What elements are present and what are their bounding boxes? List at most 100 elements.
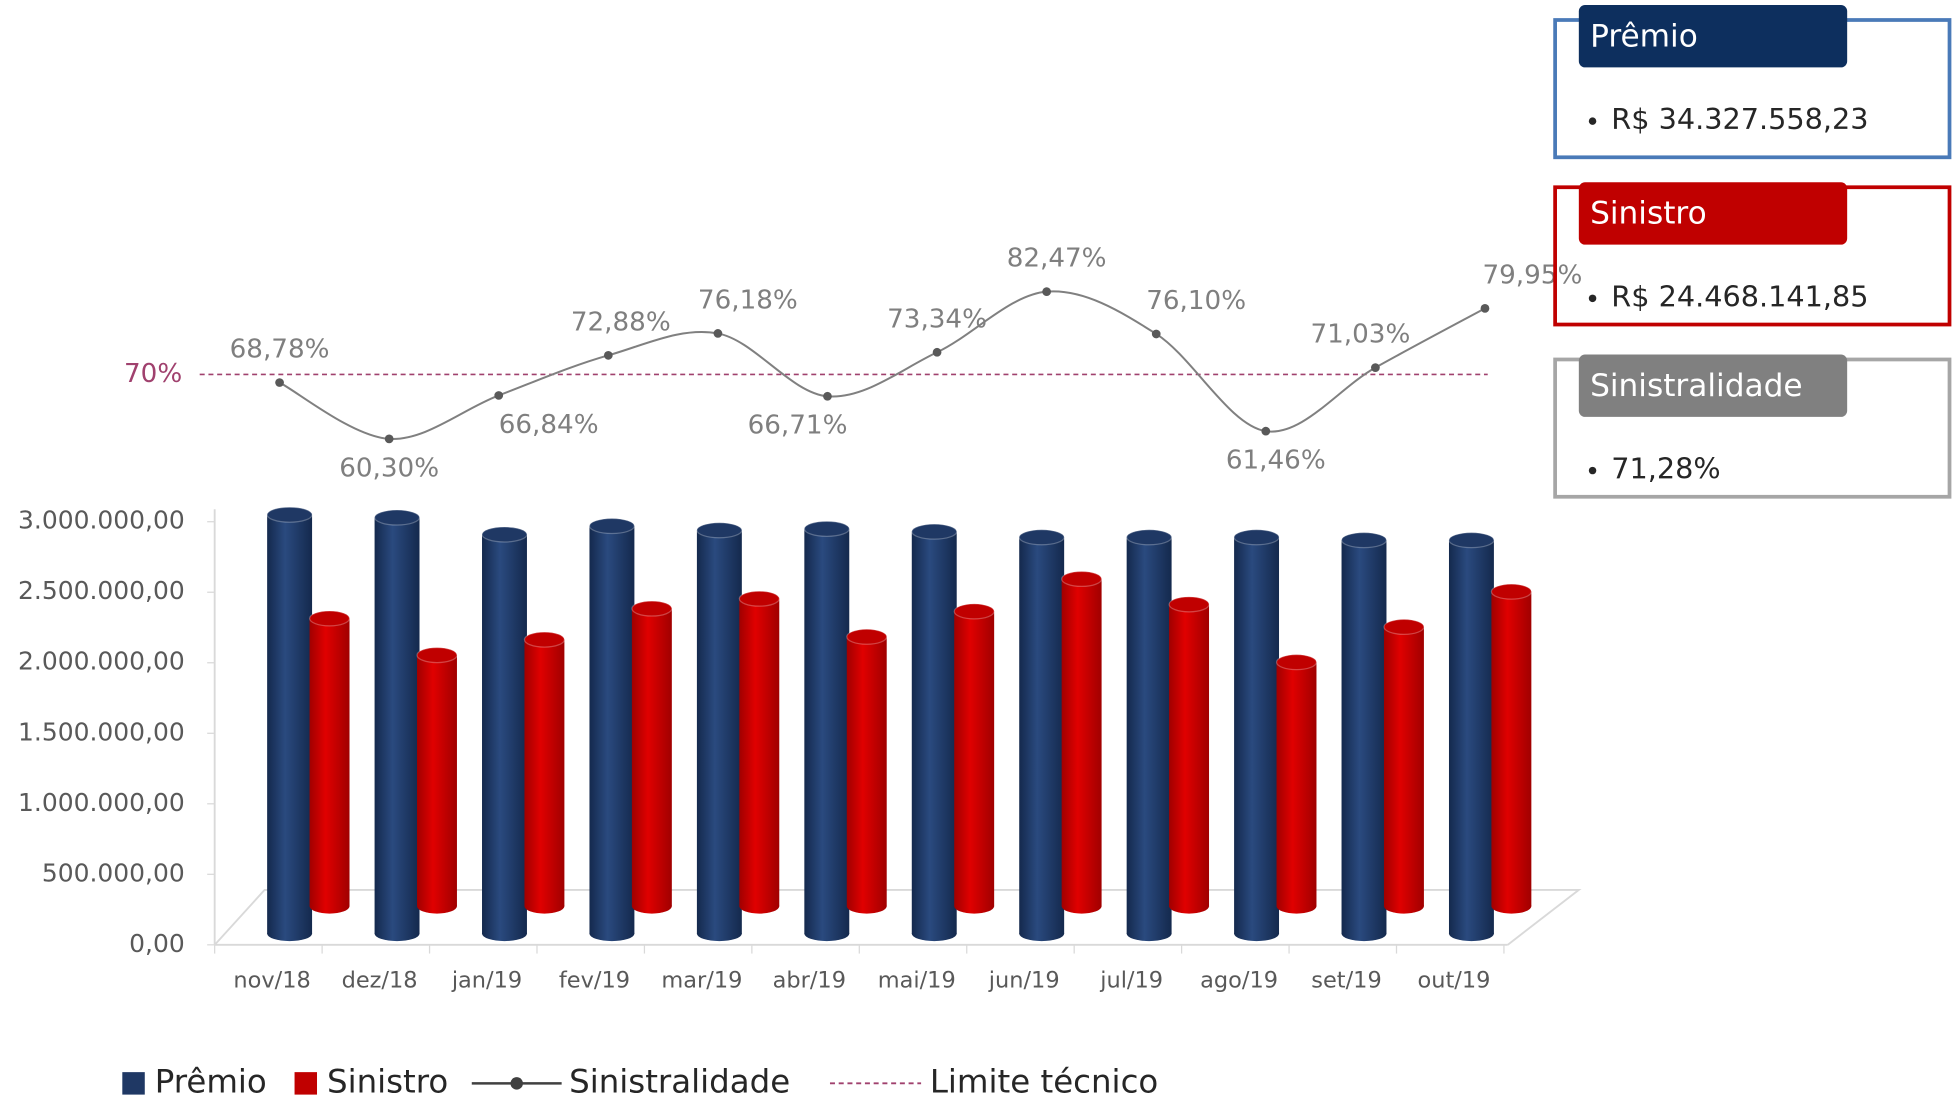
x-tick-label: nov/18: [233, 968, 310, 994]
legend-label: Sinistro: [327, 1062, 448, 1099]
bar-body: [417, 655, 457, 907]
bar-top: [1490, 583, 1532, 600]
bar: [481, 526, 528, 942]
bar-bottom: [1491, 898, 1532, 914]
bar-body: [846, 636, 887, 907]
data-label: 72,88%: [571, 307, 671, 337]
summary-title: Sinistro: [1590, 196, 1707, 232]
data-label: 76,10%: [1146, 286, 1246, 316]
x-tick-label: mar/19: [661, 968, 742, 994]
bar-bottom: [1019, 926, 1065, 942]
bullet: [1588, 294, 1597, 303]
line-point: [603, 350, 613, 360]
summary-header: [1578, 182, 1848, 245]
bar-top: [1168, 596, 1210, 613]
summary-header: [1578, 354, 1848, 417]
bar-bottom: [524, 898, 565, 914]
bar: [696, 522, 743, 942]
bar-body: [524, 639, 565, 907]
bar-top: [631, 600, 673, 617]
bar-top: [911, 523, 958, 540]
bar: [1018, 529, 1065, 942]
line-point: [823, 391, 832, 401]
bar-bottom: [954, 898, 995, 914]
bar-body: [1341, 540, 1387, 934]
bar-bottom: [1061, 898, 1102, 914]
bar: [308, 610, 351, 914]
bar-bottom: [739, 898, 780, 914]
bar: [1233, 529, 1280, 942]
bar-body: [589, 526, 635, 934]
bar: [953, 603, 995, 914]
bar-top: [1340, 532, 1388, 549]
line-point: [494, 391, 504, 400]
bar-top: [373, 509, 421, 526]
x-tick-label: jul/19: [1099, 968, 1163, 994]
legend-swatch: [122, 1072, 145, 1095]
y-tick-label: 0,00: [129, 929, 185, 958]
line-point: [1151, 329, 1161, 339]
bar-top: [1126, 529, 1173, 546]
y-tick-label: 1.500.000,00: [18, 717, 185, 746]
bar: [1126, 529, 1173, 942]
bar-bottom: [696, 926, 742, 942]
data-label: 61,46%: [1226, 446, 1326, 476]
summary-title: Sinistralidade: [1590, 368, 1803, 404]
bar-body: [482, 534, 527, 934]
bar-bottom: [1448, 926, 1494, 942]
bar: [416, 646, 458, 914]
bar-top: [523, 631, 566, 648]
summary-value: R$ 34.327.558,23: [1611, 102, 1868, 136]
bar: [1275, 654, 1318, 914]
bar-top: [953, 603, 995, 620]
line-point: [1371, 363, 1380, 372]
bar: [911, 523, 958, 942]
x-tick-label: mai/19: [878, 968, 956, 994]
bar-bottom: [631, 898, 672, 914]
bar-top: [738, 590, 780, 607]
bar: [1448, 532, 1495, 942]
bar-body: [1126, 537, 1172, 934]
bar-top: [266, 506, 313, 523]
x-tick-label: fev/19: [559, 968, 630, 994]
bar-body: [1276, 662, 1317, 907]
bar-top: [696, 522, 743, 539]
x-tick-label: ago/19: [1200, 968, 1278, 994]
bar-body: [804, 528, 850, 934]
bar-bottom: [1234, 926, 1280, 942]
bar-top: [1383, 618, 1425, 636]
legend-label: Limite técnico: [930, 1062, 1158, 1099]
data-label: 60,30%: [339, 453, 439, 483]
x-tick-label: dez/18: [342, 968, 418, 994]
summary-header: [1578, 5, 1848, 68]
line-point: [1261, 426, 1271, 436]
line-point: [713, 329, 723, 338]
data-label: 68,78%: [230, 335, 330, 365]
bar-body: [739, 598, 780, 907]
bar-bottom: [1126, 926, 1172, 942]
data-label: 73,34%: [887, 304, 987, 334]
bar-body: [631, 608, 672, 907]
line-point: [384, 434, 394, 444]
bar-body: [374, 517, 420, 934]
bar: [588, 517, 636, 942]
y-tick-label: 500.000,00: [42, 858, 185, 887]
bar-body: [696, 530, 742, 934]
data-label: 66,84%: [499, 410, 599, 440]
bar-top: [1018, 529, 1065, 546]
legend-label: Sinistralidade: [569, 1062, 790, 1099]
line-point: [1480, 304, 1490, 313]
bar-bottom: [267, 926, 313, 942]
bar-bottom: [374, 926, 420, 942]
y-tick-label: 2.000.000,00: [18, 647, 185, 676]
bar-top: [1448, 532, 1495, 549]
summary-value: R$ 24.468.141,85: [1611, 279, 1868, 313]
limit-label: 70%: [124, 359, 182, 389]
bar: [1340, 532, 1388, 942]
legend-swatch: [294, 1072, 318, 1095]
bar-body: [267, 514, 313, 934]
bar: [846, 628, 888, 914]
bar: [373, 509, 421, 942]
bar-bottom: [1383, 898, 1424, 914]
